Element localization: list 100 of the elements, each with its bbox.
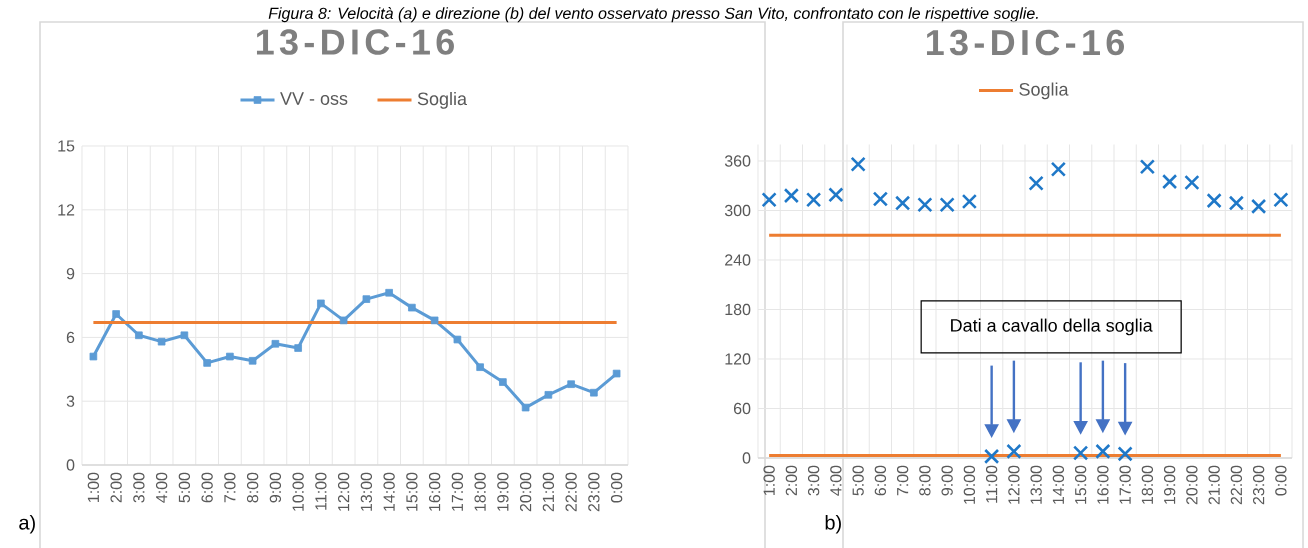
x-tick-label: 0:00: [1275, 465, 1287, 496]
point: [983, 448, 1000, 465]
point: [499, 378, 507, 386]
x-tick-label: 6:00: [874, 465, 887, 496]
legend-label: Soglia: [417, 92, 468, 109]
point: [1161, 173, 1178, 190]
annotation: Dati a cavallo della soglia: [951, 318, 1153, 336]
point: [453, 335, 462, 344]
x-tick-label: 1:00: [763, 465, 775, 495]
point: [1206, 192, 1222, 209]
point: [339, 316, 348, 325]
chart-title: 13-DIC-16: [256, 29, 454, 55]
point: [1028, 175, 1044, 191]
x-tick-label: 16:00: [1097, 465, 1109, 504]
point: [828, 187, 844, 203]
x-tick-label: 14:00: [1052, 465, 1065, 504]
y-tick-label: 0: [742, 452, 751, 464]
y-tick-label: 9: [66, 267, 75, 280]
point: [917, 197, 933, 213]
point: [612, 369, 621, 378]
point: [894, 195, 911, 211]
x-tick-label: 7:00: [224, 472, 236, 503]
point: [385, 288, 393, 297]
point: [850, 156, 866, 172]
point: [157, 337, 166, 346]
point: [1139, 159, 1156, 175]
x-tick-label: 6:00: [201, 472, 213, 503]
x-tick-label: 7:00: [896, 465, 909, 496]
legend-label: Soglia: [1019, 82, 1069, 100]
x-tick-label: 11:00: [315, 472, 327, 510]
x-tick-label: 18:00: [1141, 465, 1154, 504]
x-tick-label: 20:00: [519, 472, 532, 512]
x-tick-label: 4:00: [155, 472, 168, 503]
point: [317, 299, 325, 308]
x-tick-label: 5:00: [852, 465, 864, 496]
point: [362, 295, 371, 303]
point: [939, 197, 955, 213]
x-tick-label: 3:00: [133, 472, 145, 503]
x-tick-label: 15:00: [406, 472, 418, 511]
x-tick-label: 19:00: [497, 472, 509, 511]
x-tick-label: 3:00: [807, 465, 820, 496]
point: [1006, 443, 1022, 460]
point: [1095, 443, 1111, 460]
y-tick-label: 60: [733, 402, 751, 415]
point: [408, 303, 416, 312]
text: Figura 8: Velocità (a) e direzione (b) del vento osservato presso San Vito, confrontato con le rispettive soglie.: [268, 7, 1038, 23]
point: [89, 352, 98, 361]
point: [761, 192, 777, 208]
x-tick-label: 10:00: [292, 472, 304, 511]
legend-label: VV - oss: [280, 92, 348, 105]
point: [1117, 446, 1133, 462]
x-tick-label: 23:00: [1252, 465, 1265, 505]
point: [430, 316, 439, 325]
y-tick-label: 0: [66, 459, 75, 471]
point: [271, 339, 280, 348]
point: [1050, 161, 1067, 177]
x-tick-label: 23:00: [588, 472, 600, 512]
point: [248, 356, 257, 365]
y-tick-label: 15: [58, 140, 75, 152]
x-tick-label: 0:00: [610, 472, 623, 503]
point: [590, 388, 598, 397]
x-tick-label: 5:00: [178, 472, 191, 503]
point: [521, 403, 530, 412]
point: [783, 187, 800, 204]
text: a): [19, 514, 35, 534]
x-tick-label: 9:00: [941, 465, 953, 496]
point: [226, 352, 234, 361]
x-tick-label: 14:00: [383, 472, 395, 511]
x-tick-label: 2:00: [110, 472, 122, 503]
x-tick-label: 16:00: [428, 472, 441, 511]
x-tick-label: 8:00: [919, 465, 931, 496]
point: [805, 192, 822, 208]
y-tick-label: 300: [724, 204, 751, 217]
y-tick-label: 240: [725, 254, 751, 266]
x-tick-label: 9:00: [269, 472, 282, 503]
x-tick-label: 22:00: [1230, 465, 1243, 505]
point: [1228, 195, 1245, 211]
point: [1273, 192, 1289, 208]
point: [1250, 198, 1267, 215]
x-tick-label: 19:00: [1163, 465, 1176, 504]
x-tick-label: 13:00: [1030, 465, 1042, 504]
y-tick-label: 180: [725, 303, 751, 316]
point: [567, 380, 575, 388]
y-tick-label: 6: [66, 331, 75, 344]
point: [476, 363, 484, 371]
x-tick-label: 4:00: [830, 465, 842, 496]
point: [544, 391, 553, 399]
x-tick-label: 22:00: [565, 472, 577, 512]
point: [872, 191, 889, 207]
x-tick-label: 13:00: [360, 472, 373, 511]
point: [294, 344, 302, 352]
x-tick-label: 2:00: [785, 465, 798, 496]
point: [112, 310, 120, 318]
y-tick-label: 120: [725, 353, 751, 365]
x-tick-label: 21:00: [542, 472, 555, 512]
y-tick-label: 3: [66, 395, 75, 407]
point: [135, 331, 143, 340]
point: [1184, 174, 1200, 191]
x-tick-label: 17:00: [451, 472, 464, 511]
x-tick-label: 12:00: [337, 472, 350, 511]
